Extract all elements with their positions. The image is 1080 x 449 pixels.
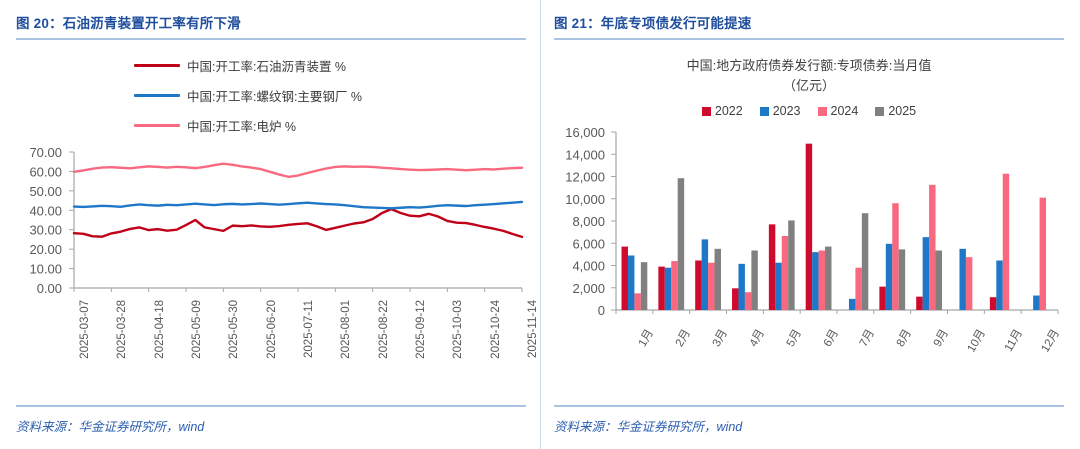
line-x-tick-label: 2025-06-20 (265, 300, 278, 359)
legend-swatch-rebar (134, 94, 180, 97)
figure-21-source-suffix: wind (716, 420, 743, 434)
figure-21-panel: 图 21：年底专项债发行可能提速 中国:地方政府债券发行额:专项债券:当月值 （… (540, 0, 1080, 449)
bar-x-tick-label: 9月 (931, 327, 952, 350)
figure-20-source-prefix: 资料来源：华金证券研究所， (16, 420, 179, 434)
line-x-tick-label: 2025-05-09 (191, 300, 203, 359)
line-x-tick-label: 2025-10-24 (489, 300, 502, 359)
svg-text:6,000: 6,000 (572, 237, 605, 252)
bar-x-tick-label: 1月 (637, 327, 657, 350)
bar-chart-title: 中国:地方政府债券发行额:专项债券:当月值 (686, 58, 932, 73)
legend-label-asphalt: 中国:开工率:石油沥青装置 % (187, 60, 347, 74)
figure-20-footer-rule (16, 405, 526, 407)
bar-x-tick-label: 6月 (821, 327, 841, 350)
line-x-tick-label: 2025-08-01 (340, 300, 353, 359)
line-x-tick-label: 2025-08-22 (377, 300, 390, 359)
legend-item-eaf: 中国:开工率:电炉 % (134, 116, 296, 135)
bar-x-tick-label: 3月 (710, 327, 731, 350)
legend-swatch-2025 (875, 106, 885, 116)
svg-text:0: 0 (598, 303, 605, 318)
figure-21-caption: 图 21：年底专项债发行可能提速 (554, 16, 752, 31)
figure-20-footer: 资料来源：华金证券研究所，wind (16, 405, 526, 435)
bar-chart-svg: 0 2,000 4,000 6,000 8,000 10,000 12,000 14,000 1… (565, 126, 1059, 318)
legend-item-2025: 2025 (875, 104, 916, 118)
svg-text:70.00: 70.00 (29, 148, 62, 160)
figure-21-source: 资料来源：华金证券研究所，wind (554, 416, 1064, 435)
figure-21-source-prefix: 资料来源：华金证券研究所， (554, 420, 717, 434)
line-chart-plot: 0.00 10.00 20.00 30.00 40.00 50.00 60.00 70.00 (16, 148, 528, 298)
line-x-tick-label: 2025-09-12 (415, 300, 427, 359)
legend-swatch-eaf (134, 124, 180, 127)
legend-label-2024: 2024 (830, 104, 859, 119)
line-chart-svg: 0.00 10.00 20.00 30.00 40.00 50.00 60.00 70.00 (29, 148, 524, 296)
legend-swatch-2024 (817, 106, 827, 116)
line-x-tick-label: 2025-11-14 (527, 300, 539, 358)
bar-x-tick-label: 11月 (1002, 327, 1025, 355)
legend-label-eaf: 中国:开工率:电炉 % (187, 120, 297, 134)
figure-20-source-suffix: wind (178, 420, 205, 434)
figure-20-source: 资料来源：华金证券研究所，wind (16, 416, 526, 435)
svg-text:20.00: 20.00 (29, 242, 62, 257)
line-x-tick-label: 2025-04-18 (153, 300, 166, 359)
line-x-tick-label: 2025-03-07 (79, 300, 91, 359)
svg-text:16,000: 16,000 (565, 126, 605, 140)
svg-text:12,000: 12,000 (565, 170, 605, 185)
svg-text:10,000: 10,000 (565, 192, 605, 207)
figure-21-footer-rule (554, 405, 1064, 407)
figure-20-caption: 图 20：石油沥青装置开工率有所下滑 (16, 16, 241, 31)
svg-text:4,000: 4,000 (572, 259, 605, 274)
figure-21-caption-rule (554, 38, 1064, 40)
bar-x-tick-label: 2月 (673, 327, 694, 350)
svg-text:14,000: 14,000 (565, 148, 605, 163)
legend-item-2023: 2023 (759, 104, 801, 119)
legend-label-2025: 2025 (888, 104, 917, 119)
bar-chart-x-axis-labels: 1月 2月 3月 4月 5月 6月 7月 8月 9月 10月 11月 12月 (554, 324, 1064, 372)
line-x-tick-label: 2025-05-30 (228, 300, 241, 359)
legend-item-2022: 2022 (701, 104, 743, 119)
svg-text:30.00: 30.00 (29, 223, 62, 238)
svg-text:40.00: 40.00 (29, 203, 62, 218)
figure-20-panel: 图 20：石油沥青装置开工率有所下滑 中国:开工率:石油沥青装置 % 中国:开工… (16, 16, 539, 435)
legend-label-rebar: 中国:开工率:螺纹钢:主要钢厂 % (187, 90, 363, 104)
line-x-tick-label: 2025-03-28 (116, 300, 129, 359)
legend-swatch-2023 (759, 106, 769, 116)
legend-swatch-asphalt (134, 64, 180, 67)
bar-x-tick-label: 8月 (894, 327, 915, 350)
legend-swatch-2022 (701, 106, 711, 116)
legend-label-2022: 2022 (714, 104, 743, 119)
line-chart-legend: 中国:开工率:石油沥青装置 % 中国:开工率:螺纹钢:主要钢厂 % 中国:开工率… (16, 56, 526, 135)
svg-text:2,000: 2,000 (572, 281, 605, 296)
legend-item-asphalt: 中国:开工率:石油沥青装置 % (134, 56, 346, 75)
svg-text:50.00: 50.00 (29, 184, 62, 199)
svg-text:60.00: 60.00 (29, 164, 62, 179)
svg-text:8,000: 8,000 (572, 214, 605, 229)
legend-item-2024: 2024 (817, 104, 859, 119)
bar-x-tick-label: 4月 (747, 327, 767, 350)
figure-20-caption-rule (16, 38, 526, 40)
bar-chart-title-block: 中国:地方政府债券发行额:专项债券:当月值 （亿元） (554, 56, 1064, 96)
bar-x-tick-label: 10月 (965, 327, 988, 355)
line-x-tick-label: 2025-07-11 (303, 300, 315, 358)
bar-x-tick-label: 5月 (784, 327, 804, 350)
line-chart-x-axis-labels: 2025-03-07 2025-03-28 2025-04-18 2025-05-09… (16, 298, 539, 390)
bar-chart-legend: 2022 2023 2024 2025 (554, 104, 1064, 118)
legend-item-rebar: 中国:开工率:螺纹钢:主要钢厂 % (134, 86, 362, 105)
bar-x-tick-label: 7月 (858, 327, 878, 350)
bar-chart-plot: 0 2,000 4,000 6,000 8,000 10,000 12,000 14,000 1… (554, 126, 1062, 324)
bar-x-tick-label: 12月 (1039, 327, 1062, 355)
bar-chart-subtitle: （亿元） (782, 78, 835, 94)
line-x-tick-label: 2025-10-03 (452, 300, 465, 359)
legend-label-2023: 2023 (772, 104, 801, 119)
svg-text:0.00: 0.00 (37, 281, 62, 296)
svg-text:10.00: 10.00 (29, 262, 62, 277)
figure-21-footer: 资料来源：华金证券研究所，wind (554, 405, 1064, 435)
